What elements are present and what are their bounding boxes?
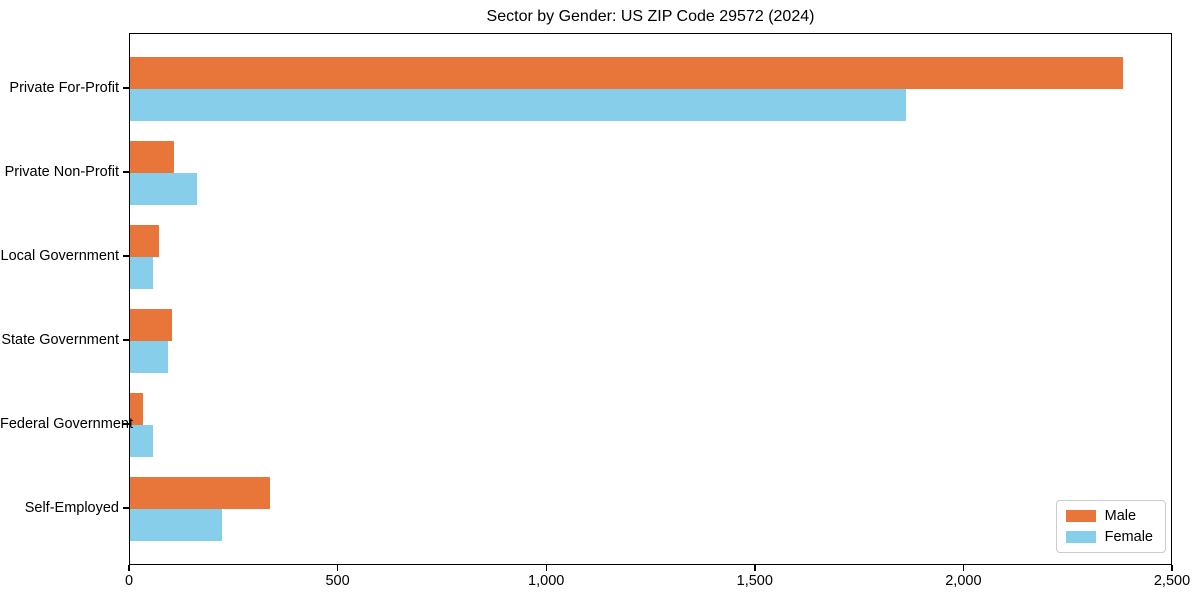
x-tick-label: 2,500 [1153, 573, 1191, 589]
y-tick-mark [123, 339, 129, 341]
plot-area: Male Female [129, 33, 1172, 565]
y-tick-mark [123, 423, 129, 425]
y-tick-label-self-employed: Self-Employed [24, 499, 119, 516]
bar-female-private-non-profit [130, 173, 197, 205]
legend: Male Female [1055, 500, 1166, 553]
bar-female-federal-government [130, 425, 153, 457]
y-tick-mark [123, 171, 129, 173]
x-tick-label: 2,000 [945, 573, 982, 589]
x-tick-label: 0 [124, 573, 134, 589]
y-tick-label-private-for-profit: Private For-Profit [9, 79, 119, 96]
x-tick-mark [962, 565, 965, 571]
legend-swatch-female [1065, 531, 1096, 543]
y-tick-label-state-government: State Government [1, 331, 119, 348]
y-tick-label-private-non-profit: Private Non-Profit [4, 163, 119, 180]
x-tick-mark [1171, 565, 1173, 571]
bar-male-local-government [130, 225, 160, 257]
x-tick-label: 500 [325, 573, 350, 589]
y-tick-mark [123, 87, 129, 89]
chart-title: Sector by Gender: US ZIP Code 29572 (202… [486, 8, 815, 25]
bar-male-private-for-profit [130, 57, 1123, 89]
y-tick-label-federal-government: Federal Government [0, 415, 133, 432]
bar-female-self-employed [130, 509, 222, 541]
x-tick-mark [754, 565, 756, 571]
legend-label-female: Female [1104, 529, 1153, 545]
x-tick-mark [545, 565, 547, 571]
legend-entry-male: Male [1065, 508, 1153, 524]
bar-male-self-employed [130, 477, 270, 509]
bar-female-local-government [130, 257, 153, 289]
x-tick-mark [128, 565, 130, 571]
bar-female-private-for-profit [130, 89, 906, 121]
bar-male-private-non-profit [130, 141, 174, 173]
y-tick-label-local-government: Local Government [0, 247, 119, 264]
y-tick-mark [123, 255, 129, 257]
y-tick-mark [123, 507, 129, 509]
x-tick-mark [336, 565, 339, 571]
bar-male-state-government [130, 309, 172, 341]
x-tick-label: 1,500 [736, 573, 773, 589]
bar-male-federal-government [130, 393, 143, 425]
bar-female-state-government [130, 341, 168, 373]
legend-label-male: Male [1104, 508, 1137, 524]
x-tick-label: 1,000 [528, 573, 565, 589]
legend-entry-female: Female [1065, 529, 1153, 545]
legend-swatch-male [1065, 510, 1096, 522]
